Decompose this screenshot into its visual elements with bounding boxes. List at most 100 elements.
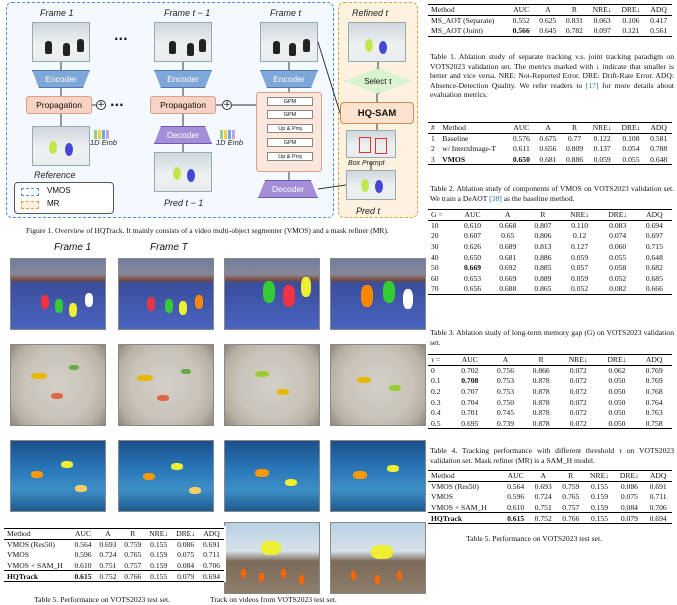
table-header-cell: AUC	[507, 471, 524, 481]
table-header-cell: NRE↓	[568, 355, 588, 365]
table-header-cell: A	[545, 123, 551, 133]
table-cell: 0.750	[496, 397, 515, 407]
thumb-plate-1	[10, 344, 106, 426]
table-cell: 0.701	[461, 408, 479, 418]
table-cell: 0.050	[608, 387, 626, 397]
table-header-cell: R	[538, 355, 544, 365]
table-cell: 0.889	[534, 273, 552, 283]
frame-1-label: Frame 1	[40, 8, 74, 18]
table-row: 3 VMOS 0.650 0.681 0.886 0.059 0.055 0.648	[428, 154, 672, 165]
propagation-1: Propagation	[26, 96, 92, 114]
table-cell: 0.059	[571, 252, 589, 262]
up-proj-block: Up & Proj	[267, 124, 313, 133]
table-2-grid: # Method AUC A R NRE↓ DRE↓ ADQ 1 Baseline 0.576 0.6…	[428, 122, 672, 165]
refined-t-label: Refined t	[352, 8, 389, 18]
table-row: 0.4 0.701 0.745 0.878 0.072 0.050 0.763	[428, 407, 672, 418]
table-header-cell: DRE↓	[176, 529, 196, 539]
table-cell: 0.072	[569, 418, 587, 428]
table-cell: 0.4	[431, 408, 441, 418]
table-cell: 0.878	[532, 408, 550, 418]
table-cell: 0.768	[645, 387, 663, 397]
table-cell: 0.5	[431, 418, 441, 428]
table-cell: 0.706	[649, 502, 667, 512]
table-cell: 0.757	[562, 502, 580, 512]
table-2-caption-text: Table 2. Ablation study of components of…	[430, 184, 674, 203]
table-cell: 0.656	[463, 284, 482, 294]
table-cell: 0.050	[608, 376, 626, 386]
table-cell: 0.561	[650, 26, 668, 36]
table-cell: 0.724	[99, 550, 117, 560]
table-cell: 0.806	[534, 231, 552, 241]
table-cell: 0.615	[507, 513, 525, 523]
pred-t-minus-1-image	[154, 152, 212, 192]
table-cell: 0.417	[650, 16, 668, 26]
table-cell: 0.060	[609, 242, 627, 252]
table-cell: 0.084	[177, 560, 195, 570]
thumb-plate-3	[224, 344, 320, 426]
table-cell: 0.648	[645, 252, 663, 262]
ellipsis: ···	[114, 32, 128, 46]
table-cell: 0.082	[609, 284, 627, 294]
table-cell: 0.552	[512, 16, 530, 26]
table-cell: 20	[431, 231, 439, 241]
table-cell: 0.711	[203, 550, 220, 560]
table-cell: 0.715	[645, 242, 663, 252]
table-cell: 0.611	[512, 144, 530, 154]
table-cell: 0.753	[496, 376, 515, 386]
thumb-running-2	[118, 258, 214, 330]
table-cell: 0.694	[202, 571, 221, 581]
table-cell: 50	[431, 263, 439, 273]
table-cell: 0.759	[124, 540, 142, 550]
table-header-cell: ADQ	[645, 355, 663, 365]
table-header-cell: ADQ	[650, 5, 667, 15]
table-cell: 0.155	[590, 482, 609, 492]
table-cell: 0.691	[202, 540, 221, 550]
thumb-running-4	[330, 258, 426, 330]
table-cell: 0.765	[124, 550, 142, 560]
gpm-block: GPM	[267, 97, 313, 106]
table-1-caption-ref[interactable]: [17]	[585, 80, 599, 90]
table-header-cell: A	[545, 5, 551, 15]
table-row: VMOS (Res50) 0.564 0.693 0.759 0.155 0.086 0.6…	[428, 481, 672, 492]
table-cell: 0.054	[622, 144, 640, 154]
table-cell: 0.645	[539, 26, 557, 36]
table-cell: 0.566	[512, 26, 530, 36]
table-cell: 0.669	[499, 273, 517, 283]
table-cell: 0.782	[565, 26, 583, 36]
table-row: 1 Baseline 0.576 0.675 0.77 0.122 0.108 0.581	[428, 133, 672, 144]
table-cell: 0.650	[512, 154, 530, 164]
table-cell: 0.159	[590, 492, 609, 502]
table-cell: 30	[431, 242, 439, 252]
table-cell: 0.155	[150, 540, 168, 550]
table-2-caption-ref[interactable]: [38]	[489, 193, 502, 203]
table-cell: 0.752	[534, 513, 552, 523]
table-header-cell: A	[505, 210, 511, 220]
ellipsis-2: ···	[110, 98, 124, 112]
table-cell: 0.693	[99, 540, 117, 550]
table-cell: 0.108	[622, 134, 640, 144]
table-cell: VMOS + SAM_H	[431, 502, 487, 512]
table-cell: 0.055	[609, 252, 627, 262]
table-row: MS_AOT (Joint) 0.566 0.645 0.782 0.097 0.121 0…	[428, 26, 672, 37]
hq-sam-block: HQ-SAM	[340, 102, 414, 124]
figure-1: Frame 1 Frame t − 1 Frame t Refined t ··…	[2, 2, 422, 220]
table-row: 0.2 0.707 0.753 0.878 0.072 0.050 0.768	[428, 386, 672, 397]
table-cell: 0.075	[177, 550, 195, 560]
table-cell: 0.682	[645, 263, 663, 273]
legend-vmos-label: VMOS	[47, 186, 71, 195]
table-cell: 0.072	[569, 387, 587, 397]
table-cell: VMOS + SAM_H	[7, 560, 63, 570]
table-cell: 0.576	[512, 134, 530, 144]
table-cell: 60	[431, 273, 439, 283]
table-cell: 0.813	[534, 242, 552, 252]
table-cell: VMOS	[431, 492, 453, 502]
table-cell: 0.075	[620, 492, 638, 502]
table-cell: 0.127	[571, 242, 589, 252]
table-cell: 0.711	[649, 492, 667, 502]
table-header-cell: R	[571, 123, 578, 133]
legend: VMOS MR	[14, 182, 114, 214]
table-cell: 0.681	[539, 154, 557, 164]
table-cell: 0.596	[74, 550, 92, 560]
table-cell: 0.607	[463, 231, 482, 241]
table-5-left: Method AUC A R NRE↓ DRE↓ ADQ VMOS (Res50) 0.564 0…	[4, 526, 226, 582]
